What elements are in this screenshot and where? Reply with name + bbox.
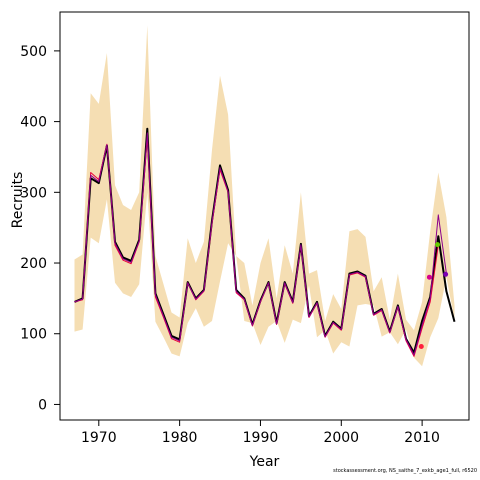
confidence-band-area	[74, 25, 455, 367]
y-tick-label-0: 0	[38, 397, 47, 413]
x-axis: 1970 1980 1990 2000 2010	[81, 420, 440, 446]
y-tick-label-500: 500	[20, 44, 47, 60]
y-tick-label-300: 300	[20, 185, 47, 201]
x-tick-label-1990: 1990	[243, 430, 279, 446]
x-tick-label-2000: 2000	[323, 430, 359, 446]
point-1	[426, 274, 432, 280]
y-tick-label-400: 400	[20, 115, 47, 131]
y-tick-label-200: 200	[20, 256, 47, 272]
point-markers	[418, 242, 449, 349]
y-axis: 0 100 200 300 400 500	[20, 44, 60, 413]
series-line-2	[74, 132, 447, 356]
series-lines	[74, 127, 456, 357]
point-2	[435, 242, 440, 248]
confidence-band	[74, 25, 455, 367]
y-tick-label-100: 100	[20, 327, 47, 343]
x-axis-title: Year	[249, 454, 280, 470]
point-3	[443, 271, 449, 277]
y-axis-title: Recruits	[10, 172, 26, 229]
plot-frame	[59, 11, 470, 421]
point-0	[418, 344, 424, 349]
x-tick-label-1980: 1980	[162, 430, 198, 446]
x-tick-label-1970: 1970	[81, 430, 117, 446]
source-note: stockassessment.org, NS_saithe_7_exkb_ag…	[333, 468, 477, 474]
x-tick-label-2010: 2010	[404, 430, 440, 446]
